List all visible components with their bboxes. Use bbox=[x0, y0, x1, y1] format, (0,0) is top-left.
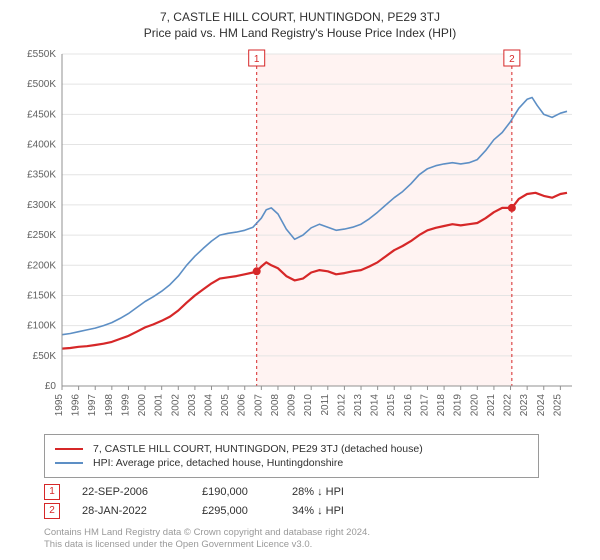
sale-date: 28-JAN-2022 bbox=[82, 505, 202, 517]
legend-swatch-icon bbox=[55, 448, 83, 451]
svg-text:£350K: £350K bbox=[27, 170, 56, 181]
svg-text:£0: £0 bbox=[45, 381, 57, 392]
svg-text:2004: 2004 bbox=[204, 394, 215, 417]
legend-label: 7, CASTLE HILL COURT, HUNTINGDON, PE29 3… bbox=[93, 443, 423, 455]
legend-label: HPI: Average price, detached house, Hunt… bbox=[93, 457, 343, 469]
svg-text:1997: 1997 bbox=[87, 394, 98, 417]
sale-marker-table: 1 22-SEP-2006 £190,000 28% ↓ HPI 2 28-JA… bbox=[44, 484, 539, 519]
svg-text:£250K: £250K bbox=[27, 230, 56, 241]
price-chart: £0 £50K £100K £150K £200K £250K £300K £350K £400… bbox=[14, 46, 586, 426]
svg-text:1996: 1996 bbox=[71, 394, 82, 417]
sale-hpi-diff: 34% ↓ HPI bbox=[292, 505, 412, 517]
svg-text:2001: 2001 bbox=[154, 394, 165, 417]
svg-text:2016: 2016 bbox=[403, 394, 414, 417]
svg-text:2025: 2025 bbox=[552, 394, 563, 417]
svg-text:1995: 1995 bbox=[54, 394, 65, 417]
svg-text:2005: 2005 bbox=[220, 394, 231, 417]
svg-text:2021: 2021 bbox=[486, 394, 497, 417]
svg-text:£550K: £550K bbox=[27, 49, 56, 60]
svg-text:1: 1 bbox=[254, 54, 260, 65]
svg-text:1999: 1999 bbox=[120, 394, 131, 417]
svg-text:2019: 2019 bbox=[453, 394, 464, 417]
legend-item: 7, CASTLE HILL COURT, HUNTINGDON, PE29 3… bbox=[55, 443, 528, 455]
legend-item: HPI: Average price, detached house, Hunt… bbox=[55, 457, 528, 469]
footer-attribution: Contains HM Land Registry data © Crown c… bbox=[44, 527, 539, 551]
legend: 7, CASTLE HILL COURT, HUNTINGDON, PE29 3… bbox=[44, 434, 539, 478]
svg-text:£150K: £150K bbox=[27, 290, 56, 301]
table-row: 1 22-SEP-2006 £190,000 28% ↓ HPI bbox=[44, 484, 539, 500]
svg-text:£300K: £300K bbox=[27, 200, 56, 211]
svg-text:2020: 2020 bbox=[469, 394, 480, 417]
sale-date: 22-SEP-2006 bbox=[82, 486, 202, 498]
svg-text:1998: 1998 bbox=[104, 394, 115, 417]
svg-text:2012: 2012 bbox=[336, 394, 347, 417]
svg-text:2010: 2010 bbox=[303, 394, 314, 417]
svg-text:2018: 2018 bbox=[436, 394, 447, 417]
svg-text:2011: 2011 bbox=[320, 394, 331, 416]
svg-text:2008: 2008 bbox=[270, 394, 281, 417]
svg-text:£500K: £500K bbox=[27, 79, 56, 90]
svg-text:£400K: £400K bbox=[27, 140, 56, 151]
svg-text:2000: 2000 bbox=[137, 394, 148, 417]
sale-price: £295,000 bbox=[202, 505, 292, 517]
svg-text:2014: 2014 bbox=[370, 394, 381, 417]
svg-text:2007: 2007 bbox=[253, 394, 264, 417]
page-title: 7, CASTLE HILL COURT, HUNTINGDON, PE29 3… bbox=[14, 10, 586, 24]
svg-text:2006: 2006 bbox=[237, 394, 248, 417]
footer-line: Contains HM Land Registry data © Crown c… bbox=[44, 527, 539, 539]
svg-text:2: 2 bbox=[509, 54, 515, 65]
svg-text:2009: 2009 bbox=[287, 394, 298, 417]
svg-text:2017: 2017 bbox=[419, 394, 430, 417]
svg-text:2024: 2024 bbox=[536, 394, 547, 417]
footer-line: This data is licensed under the Open Gov… bbox=[44, 539, 539, 551]
svg-text:2022: 2022 bbox=[503, 394, 514, 417]
svg-text:2013: 2013 bbox=[353, 394, 364, 417]
svg-text:2023: 2023 bbox=[519, 394, 530, 417]
svg-text:£450K: £450K bbox=[27, 109, 56, 120]
svg-text:£50K: £50K bbox=[33, 351, 57, 362]
page-subtitle: Price paid vs. HM Land Registry's House … bbox=[14, 26, 586, 40]
svg-text:2003: 2003 bbox=[187, 394, 198, 417]
table-row: 2 28-JAN-2022 £295,000 34% ↓ HPI bbox=[44, 503, 539, 519]
svg-text:£100K: £100K bbox=[27, 321, 56, 332]
svg-text:2002: 2002 bbox=[170, 394, 181, 417]
marker-badge-icon: 1 bbox=[44, 484, 60, 500]
marker-badge-icon: 2 bbox=[44, 503, 60, 519]
svg-text:£200K: £200K bbox=[27, 260, 56, 271]
legend-swatch-icon bbox=[55, 462, 83, 464]
sale-hpi-diff: 28% ↓ HPI bbox=[292, 486, 412, 498]
svg-text:2015: 2015 bbox=[386, 394, 397, 417]
sale-price: £190,000 bbox=[202, 486, 292, 498]
